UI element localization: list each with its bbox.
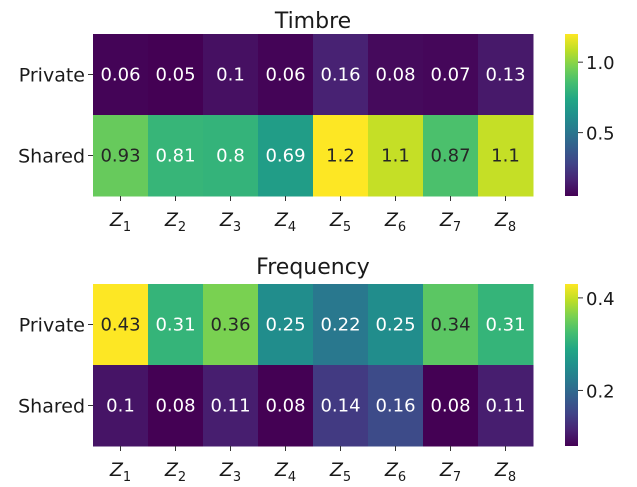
column-label: Z8 (494, 209, 516, 235)
heatmap-panel-1: Timbre 0.06 0.05 0.1 0.06 0.16 0.08 0.07 0.13 0.9… (18, 9, 615, 235)
row-label: Shared (18, 146, 85, 168)
cell-value-label: 0.05 (155, 65, 195, 86)
cell-value-label: 0.1 (216, 65, 245, 86)
column-label: Z3 (219, 459, 241, 485)
heatmap-cell-shared-3 (203, 365, 259, 447)
colorbar-tick-label: 0.2 (586, 381, 615, 402)
cell-value-label: 0.87 (430, 146, 470, 167)
cell-value-label: 0.69 (265, 146, 305, 167)
colorbar-tick-label: 0.4 (586, 289, 615, 310)
cell-value-label: 0.81 (155, 146, 195, 167)
cell-value-label: 0.25 (375, 315, 415, 336)
cell-value-label: 1.1 (381, 146, 410, 167)
cell-value-label: 0.11 (485, 396, 525, 417)
heatmap-cell-shared-8 (478, 365, 534, 447)
heatmap-cell-shared-3 (203, 115, 259, 197)
colorbar-tick-label: 1.0 (586, 53, 615, 74)
column-label: Z1 (109, 209, 131, 235)
column-label: Z2 (164, 209, 186, 235)
cell-value-label: 0.25 (265, 315, 305, 336)
cell-value-label: 1.2 (326, 146, 355, 167)
heatmap-cell-shared-5 (313, 115, 369, 197)
heatmap-cell-private-8 (478, 34, 534, 116)
heatmap-cell-private-3 (203, 34, 259, 116)
heatmap-cell-private-6 (368, 34, 424, 116)
cell-value-label: 0.06 (265, 65, 305, 86)
row-label: Shared (18, 396, 85, 418)
heatmap-cell-shared-7 (423, 115, 479, 197)
column-label: Z1 (109, 459, 131, 485)
heatmap-cell-private-1 (93, 284, 149, 366)
cell-value-label: 1.1 (491, 146, 520, 167)
cell-value-label: 0.8 (216, 146, 245, 167)
cell-value-label: 0.43 (100, 315, 140, 336)
cell-value-label: 0.14 (320, 396, 360, 417)
cell-value-label: 0.08 (155, 396, 195, 417)
cell-value-label: 0.08 (430, 396, 470, 417)
colorbar (565, 284, 578, 446)
cell-value-label: 0.31 (485, 315, 525, 336)
column-label: Z4 (274, 459, 296, 485)
heatmap-cell-private-8 (478, 284, 534, 366)
heatmap-panel-2: Frequency 0.43 0.31 0.36 0.25 0.22 0.25 0.34 0.3… (18, 255, 615, 485)
heatmap-cell-private-5 (313, 34, 369, 116)
heatmap-cell-shared-4 (258, 115, 314, 197)
colorbar-tick-label: 0.5 (586, 124, 615, 145)
heatmap-cell-private-4 (258, 34, 314, 116)
cell-value-label: 0.11 (210, 396, 250, 417)
column-label: Z5 (329, 459, 351, 485)
heatmap-cell-private-5 (313, 284, 369, 366)
heatmap-cell-shared-5 (313, 365, 369, 447)
column-label: Z6 (384, 459, 406, 485)
heatmap-cell-shared-6 (368, 115, 424, 197)
heatmap-cell-private-6 (368, 284, 424, 366)
heatmap-cell-private-2 (148, 34, 204, 116)
heatmap-cell-private-7 (423, 34, 479, 116)
heatmap-cell-private-2 (148, 284, 204, 366)
cell-value-label: 0.08 (265, 396, 305, 417)
column-label: Z3 (219, 209, 241, 235)
column-label: Z5 (329, 209, 351, 235)
heatmap-cell-shared-2 (148, 115, 204, 197)
heatmap-cell-private-4 (258, 284, 314, 366)
heatmap-cell-shared-4 (258, 365, 314, 447)
column-label: Z7 (439, 459, 461, 485)
column-label: Z2 (164, 459, 186, 485)
cell-value-label: 0.06 (100, 65, 140, 86)
cell-value-label: 0.07 (430, 65, 470, 86)
chart-title: Frequency (256, 255, 370, 280)
cell-value-label: 0.36 (210, 315, 250, 336)
cell-value-label: 0.16 (320, 65, 360, 86)
cell-value-label: 0.34 (430, 315, 470, 336)
cell-value-label: 0.13 (485, 65, 525, 86)
column-label: Z7 (439, 209, 461, 235)
column-label: Z6 (384, 209, 406, 235)
heatmap-cell-private-3 (203, 284, 259, 366)
cell-value-label: 0.22 (320, 315, 360, 336)
cell-value-label: 0.16 (375, 396, 415, 417)
cell-value-label: 0.08 (375, 65, 415, 86)
cell-value-label: 0.31 (155, 315, 195, 336)
column-label: Z4 (274, 209, 296, 235)
cell-value-label: 0.1 (106, 396, 135, 417)
heatmap-cell-private-1 (93, 34, 149, 116)
colorbar (565, 34, 578, 196)
heatmap-cell-shared-1 (93, 115, 149, 197)
cell-value-label: 0.93 (100, 146, 140, 167)
heatmap-cell-shared-7 (423, 365, 479, 447)
heatmap-cell-shared-2 (148, 365, 204, 447)
heatmap-cell-shared-8 (478, 115, 534, 197)
heatmap-cell-shared-1 (93, 365, 149, 447)
chart-title: Timbre (274, 9, 351, 34)
heatmap-cell-private-7 (423, 284, 479, 366)
column-label: Z8 (494, 459, 516, 485)
heatmap-cell-shared-6 (368, 365, 424, 447)
row-label: Private (19, 65, 85, 87)
row-label: Private (19, 315, 85, 337)
